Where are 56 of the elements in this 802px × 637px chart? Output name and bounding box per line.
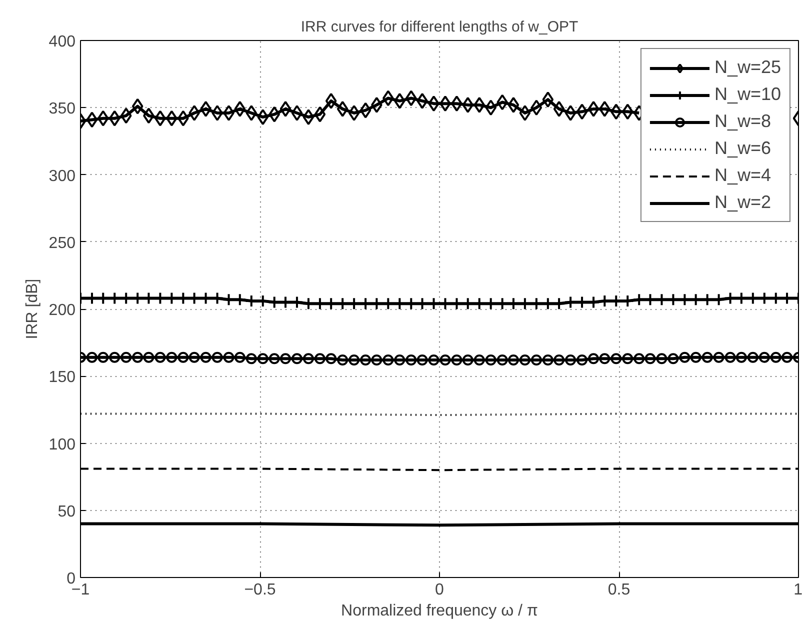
point <box>462 96 474 113</box>
point <box>234 100 246 117</box>
point <box>314 106 326 122</box>
point <box>246 104 258 121</box>
y-tick-label: 250 <box>48 234 76 252</box>
point <box>268 106 280 122</box>
point <box>108 110 120 126</box>
point <box>86 112 98 128</box>
point <box>622 104 634 120</box>
point <box>120 108 132 124</box>
y-tick-label: 400 <box>48 34 76 50</box>
point <box>97 110 109 126</box>
point <box>576 104 588 120</box>
y-axis-title: IRR [dB] <box>24 278 41 340</box>
x-tick-label: 0.5 <box>608 582 630 598</box>
legend-label: N_w=25 <box>714 57 781 78</box>
point <box>360 102 372 118</box>
x-axis-title: Normalized frequency ω / π <box>341 602 538 620</box>
y-tick-label: 100 <box>48 436 76 454</box>
point <box>564 104 576 121</box>
point <box>519 104 531 121</box>
point <box>508 96 520 113</box>
y-tick-label: 50 <box>58 503 76 520</box>
point <box>405 90 417 106</box>
y-tick-label: 150 <box>48 369 76 386</box>
point <box>474 96 486 113</box>
point <box>132 98 144 114</box>
y-tick-label: 0 <box>66 570 76 588</box>
legend-label: N_w=8 <box>714 111 771 132</box>
point <box>325 92 337 109</box>
x-tick-label: 1 <box>794 582 802 598</box>
point <box>280 100 292 117</box>
legend-label: N_w=6 <box>714 138 771 159</box>
x-tick-label: 0 <box>435 582 444 598</box>
point <box>542 92 554 108</box>
point <box>394 92 406 109</box>
point <box>291 104 303 121</box>
point <box>598 100 610 117</box>
point <box>485 100 497 116</box>
y-tick-label: 300 <box>48 168 76 185</box>
legend-label: N_w=10 <box>714 84 781 105</box>
point <box>530 100 542 116</box>
y-tick-label: 350 <box>48 100 76 118</box>
point <box>302 109 314 126</box>
legend-label: N_w=4 <box>714 165 771 186</box>
point <box>348 104 360 121</box>
y-tick-label: 200 <box>48 302 76 319</box>
point <box>610 104 622 120</box>
point <box>382 90 394 106</box>
point <box>257 109 269 126</box>
point <box>336 100 348 117</box>
legend-label: N_w=2 <box>714 192 771 213</box>
point <box>553 100 565 117</box>
x-tick-label: −0.5 <box>244 582 276 598</box>
chart-title: IRR curves for different lengths of w_OPT <box>300 18 578 36</box>
point <box>588 100 600 117</box>
